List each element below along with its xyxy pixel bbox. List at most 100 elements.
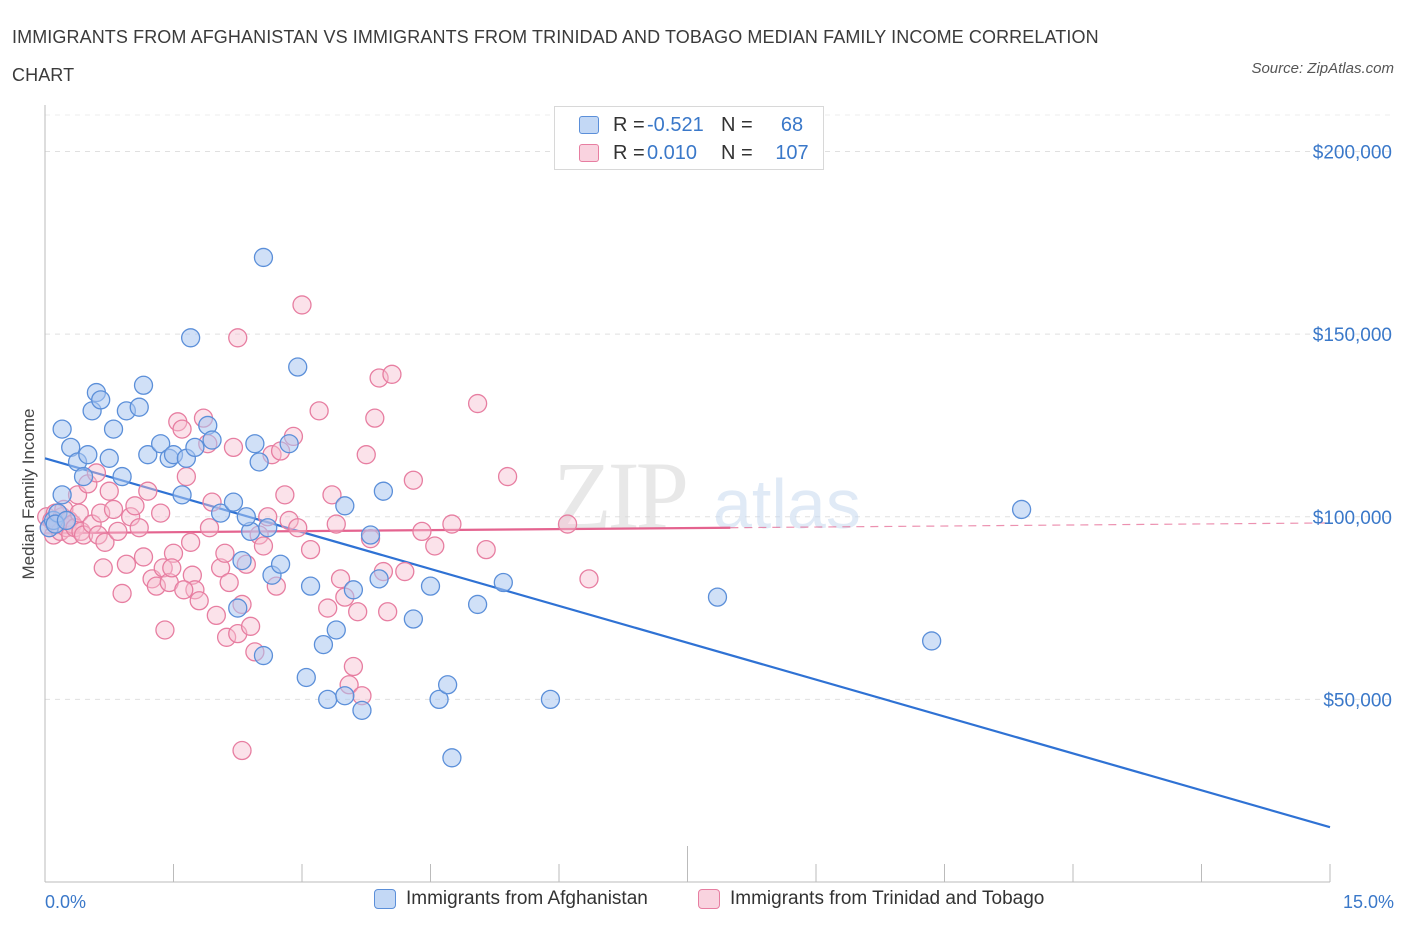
point-trinidad [425, 536, 445, 556]
point-trinidad [155, 620, 175, 640]
point-afghanistan [296, 667, 316, 688]
point-trinidad [223, 437, 244, 458]
point-afghanistan [78, 445, 98, 465]
point-afghanistan [99, 448, 119, 468]
x-tick-label: 15.0% [1343, 892, 1394, 912]
legend-item-afghanistan[interactable]: Immigrants from Afghanistan [374, 888, 648, 910]
legend-n-label: N = [721, 113, 753, 136]
point-afghanistan [279, 434, 299, 454]
point-trinidad [467, 393, 488, 414]
watermark-atlas: atlas [713, 465, 861, 543]
point-afghanistan [172, 485, 192, 505]
point-trinidad [356, 445, 376, 465]
point-afghanistan [73, 466, 94, 487]
legend-swatch-blue [374, 889, 396, 909]
point-trinidad [497, 466, 518, 487]
point-afghanistan [228, 598, 248, 618]
point-afghanistan [437, 675, 458, 695]
point-afghanistan [91, 390, 111, 410]
point-afghanistan [360, 525, 381, 545]
point-trinidad [412, 521, 432, 542]
legend-r-value: 0.010 [647, 141, 698, 164]
point-trinidad [125, 496, 145, 516]
point-trinidad [88, 525, 108, 545]
y-tick-label: $50,000 [1323, 690, 1392, 711]
point-afghanistan [288, 357, 308, 377]
legend-r-value: -0.521 [647, 113, 704, 136]
trend-line-trinidad-extension [730, 522, 1331, 529]
point-afghanistan [253, 645, 274, 666]
point-afghanistan [52, 419, 72, 439]
point-afghanistan [313, 634, 334, 655]
point-trinidad [382, 364, 402, 384]
point-trinidad [185, 580, 205, 600]
point-trinidad [326, 514, 346, 534]
point-afghanistan [236, 507, 256, 527]
point-afghanistan [335, 686, 355, 706]
point-afghanistan [442, 748, 462, 768]
point-trinidad [322, 485, 342, 505]
legend-n-value: 68 [780, 113, 804, 136]
point-trinidad [288, 518, 308, 538]
point-trinidad [138, 481, 158, 501]
point-trinidad [174, 580, 194, 600]
y-tick-label: $150,000 [1313, 325, 1392, 346]
legend-r-label: R = [613, 141, 645, 164]
point-trinidad [112, 583, 132, 604]
point-afghanistan [429, 689, 449, 710]
source-label: Source: ZipAtlas.com [1251, 60, 1394, 77]
watermark-zip: ZIP [553, 442, 686, 549]
point-afghanistan [1011, 499, 1032, 520]
watermark: ZIP atlas [553, 442, 861, 549]
point-trinidad [343, 656, 364, 677]
point-trinidad [210, 558, 231, 578]
point-trinidad [348, 602, 368, 622]
point-afghanistan [373, 481, 394, 501]
point-trinidad [253, 536, 274, 556]
y-tick-label: $100,000 [1313, 508, 1392, 529]
point-trinidad [162, 558, 182, 578]
point-trinidad [318, 598, 338, 618]
point-afghanistan [253, 247, 274, 268]
point-trinidad [219, 572, 239, 593]
legend-item-label: Immigrants from Trinidad and Tobago [730, 888, 1045, 909]
legend-row-afghanistan: R = -0.521 N = 68 [579, 111, 817, 139]
legend-swatch-blue [579, 116, 599, 134]
point-trinidad [365, 408, 385, 428]
point-trinidad [182, 565, 202, 585]
legend-row-trinidad: R = 0.010 N = 107 [579, 139, 817, 167]
point-trinidad [476, 539, 496, 560]
point-afghanistan [493, 572, 513, 593]
point-trinidad [216, 627, 237, 647]
point-trinidad [150, 503, 171, 523]
legend-item-trinidad[interactable]: Immigrants from Trinidad and Tobago [698, 888, 1044, 910]
point-afghanistan [352, 700, 372, 720]
point-trinidad [180, 532, 201, 552]
point-afghanistan [467, 594, 488, 615]
point-afghanistan [245, 434, 265, 454]
legend-item-label: Immigrants from Afghanistan [406, 888, 648, 909]
point-trinidad [206, 605, 226, 626]
point-afghanistan [922, 631, 942, 651]
point-trinidad [199, 518, 220, 538]
point-trinidad [292, 295, 312, 315]
point-afghanistan [707, 587, 728, 607]
point-afghanistan [403, 609, 424, 629]
point-trinidad [163, 543, 184, 563]
point-trinidad [228, 328, 248, 348]
point-afghanistan [133, 375, 154, 395]
point-trinidad [133, 547, 154, 567]
point-trinidad [240, 616, 261, 636]
point-afghanistan [180, 328, 201, 348]
point-trinidad [557, 514, 578, 534]
point-trinidad [403, 470, 424, 490]
legend-n-value: 107 [775, 141, 809, 164]
point-afghanistan [103, 419, 124, 439]
point-trinidad [330, 569, 351, 589]
trend-line-trinidad [44, 526, 731, 535]
data-points [37, 247, 1032, 768]
legend-swatch-pink [698, 889, 720, 909]
point-trinidad [176, 466, 197, 487]
point-afghanistan [270, 554, 291, 574]
point-afghanistan [540, 689, 561, 710]
